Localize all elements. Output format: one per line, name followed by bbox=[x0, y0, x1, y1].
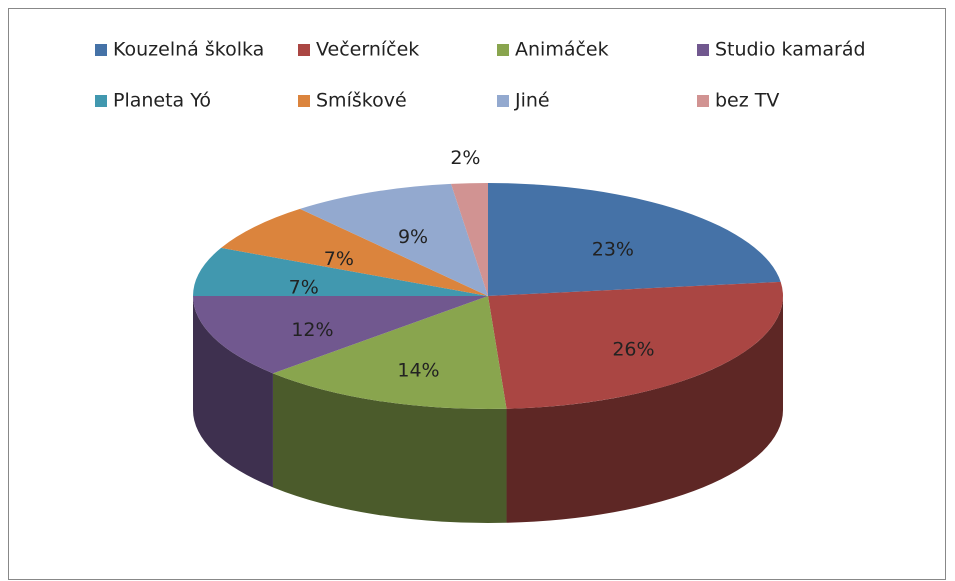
data-label: 26% bbox=[612, 339, 654, 361]
legend-label: Jiné bbox=[514, 90, 550, 112]
legend-label: Studio kamarád bbox=[715, 39, 866, 61]
data-label: 7% bbox=[324, 248, 354, 270]
legend-swatch bbox=[497, 44, 509, 56]
legend-swatch bbox=[497, 95, 509, 107]
pie-side bbox=[272, 373, 507, 524]
data-label: 7% bbox=[289, 277, 319, 299]
legend-swatch bbox=[697, 95, 709, 107]
data-label: 2% bbox=[450, 147, 480, 169]
pie-slice bbox=[221, 208, 488, 296]
pie-slice bbox=[451, 183, 488, 296]
legend-swatch bbox=[95, 95, 107, 107]
pie-slice bbox=[488, 183, 781, 296]
legend-swatch bbox=[95, 44, 107, 56]
legend-label: Smíškové bbox=[316, 90, 407, 112]
legend-label: Animáček bbox=[515, 39, 609, 61]
legend-label: Planeta Yó bbox=[113, 90, 211, 112]
data-label: 23% bbox=[592, 238, 634, 260]
legend-swatch bbox=[298, 44, 310, 56]
legend-label: bez TV bbox=[715, 90, 779, 112]
legend-label: Kouzelná školka bbox=[113, 39, 264, 61]
pie-slice bbox=[299, 183, 488, 296]
pie-slice bbox=[193, 247, 488, 296]
data-label: 14% bbox=[397, 360, 439, 382]
pie-slice bbox=[488, 281, 783, 409]
data-label: 12% bbox=[291, 319, 333, 341]
legend-swatch bbox=[697, 44, 709, 56]
pie-slice bbox=[193, 296, 488, 374]
legend-label: Večerníček bbox=[316, 39, 419, 61]
pie-side bbox=[506, 296, 783, 523]
data-label: 9% bbox=[398, 226, 428, 248]
pie-side bbox=[193, 296, 273, 488]
legend-swatch bbox=[298, 95, 310, 107]
pie-slice bbox=[272, 296, 507, 409]
